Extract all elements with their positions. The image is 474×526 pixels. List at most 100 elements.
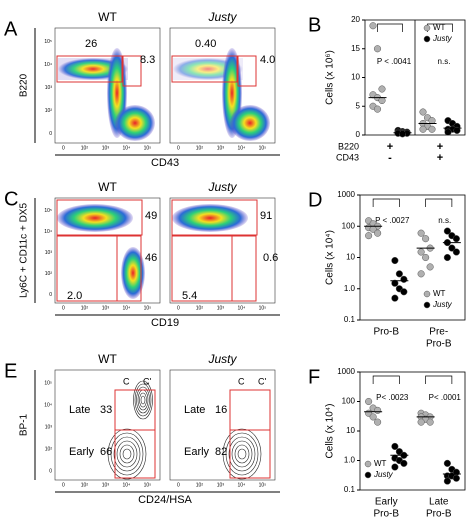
flow-tick: 10⁴	[123, 305, 131, 311]
flow-tick: 10⁵	[44, 381, 52, 387]
dot	[443, 227, 451, 235]
gate	[229, 429, 271, 479]
x-tick-label: Pro-B	[373, 327, 399, 338]
dot	[417, 270, 425, 278]
contour	[234, 444, 250, 464]
density	[115, 105, 155, 141]
dot	[365, 232, 373, 240]
annotation: P < .0027	[375, 216, 410, 225]
legend-swatch	[423, 35, 431, 43]
flow-tick: 10⁵	[144, 305, 152, 311]
panel-label: E	[4, 360, 17, 382]
gate-value: 91	[260, 210, 272, 222]
dot	[443, 459, 451, 467]
dot	[443, 477, 451, 485]
gate	[122, 55, 142, 87]
x-tick-label: Late	[429, 497, 449, 508]
gate-value: 26	[85, 38, 97, 50]
bracket	[372, 375, 400, 384]
marker-sign: +	[387, 141, 393, 153]
dot	[452, 235, 460, 243]
dot	[398, 130, 407, 138]
contour	[237, 448, 247, 460]
legend-swatch	[364, 471, 372, 479]
dot	[369, 22, 377, 30]
gate-value: 8.3	[140, 54, 155, 66]
y-tick-label: 15	[351, 44, 360, 53]
flow-tick: 10⁵	[259, 482, 267, 488]
contour	[228, 436, 256, 472]
y-axis-label: Cells (x 10⁴)	[325, 404, 336, 459]
flow-tick: 10⁴	[123, 482, 131, 488]
dot	[400, 459, 408, 467]
flow-tick: 10²	[81, 145, 89, 151]
flow-tick: 10³	[45, 425, 53, 431]
gate-value: Early	[69, 446, 95, 458]
flow-tick: 10³	[102, 482, 110, 488]
y-tick-label: 1.0	[344, 284, 356, 293]
dot	[448, 244, 456, 252]
flow-tick: 10⁴	[44, 229, 52, 235]
gate-value: Late	[69, 404, 90, 416]
gate-value: C'	[143, 376, 151, 386]
y-axis-label: Cells (x 10⁴)	[325, 230, 336, 285]
legend-label: WT	[433, 289, 446, 298]
dot	[373, 45, 382, 53]
contour	[139, 392, 147, 408]
y-tick-label: 1.0	[344, 456, 356, 465]
dot	[374, 418, 382, 426]
gate-value: C	[123, 376, 130, 386]
contour	[136, 386, 150, 414]
plot-title: WT	[98, 180, 117, 194]
dot	[369, 413, 377, 421]
dot	[422, 253, 430, 262]
flow-tick: 0	[62, 305, 65, 311]
dot	[391, 463, 399, 471]
flow-tick: 10³	[217, 145, 225, 151]
dot	[453, 126, 461, 134]
flow-tick: 10³	[102, 305, 110, 311]
x-tick-label: Pro-B	[373, 509, 399, 520]
y-tick-label: 0.1	[344, 315, 356, 324]
density	[121, 247, 145, 299]
dot	[374, 229, 382, 237]
legend-swatch	[423, 290, 431, 298]
dot	[452, 248, 460, 256]
gate-value: 49	[145, 210, 157, 222]
gate	[116, 235, 142, 302]
dot	[417, 229, 425, 237]
dot	[391, 294, 399, 302]
flow-tick: 10⁴	[238, 305, 246, 311]
dot	[428, 125, 436, 133]
flow-tick: 0	[49, 131, 52, 137]
panel-label: D	[308, 189, 322, 211]
legend-label: Justy	[373, 470, 394, 479]
contour	[133, 380, 153, 420]
flow-tick: 10⁴	[44, 62, 52, 68]
dot	[422, 235, 430, 243]
plot-frame	[54, 369, 161, 481]
marker-name: CD43	[336, 152, 359, 162]
plot-title: WT	[98, 352, 117, 366]
flow-tick: 10⁴	[238, 145, 246, 151]
marker-sign: +	[437, 152, 443, 164]
bracket	[377, 23, 403, 32]
plot-title: Justy	[207, 352, 237, 366]
contour	[110, 432, 144, 476]
gate	[114, 429, 156, 479]
gate-value: C	[238, 376, 245, 386]
panel-label: B	[308, 14, 321, 36]
gate-value: 46	[145, 252, 157, 264]
flow-tick: 10⁵	[259, 305, 267, 311]
dot	[374, 406, 382, 414]
density	[230, 105, 270, 141]
dot	[391, 279, 399, 287]
plot-title: Justy	[207, 180, 237, 194]
x-axis-label: CD24/HSA	[138, 494, 192, 506]
flow-tick: 10³	[45, 250, 53, 256]
gate-value: 66	[100, 446, 112, 458]
dot	[419, 125, 427, 133]
dot	[378, 96, 386, 105]
dot	[426, 263, 434, 271]
flow-tick: 10⁵	[144, 482, 152, 488]
